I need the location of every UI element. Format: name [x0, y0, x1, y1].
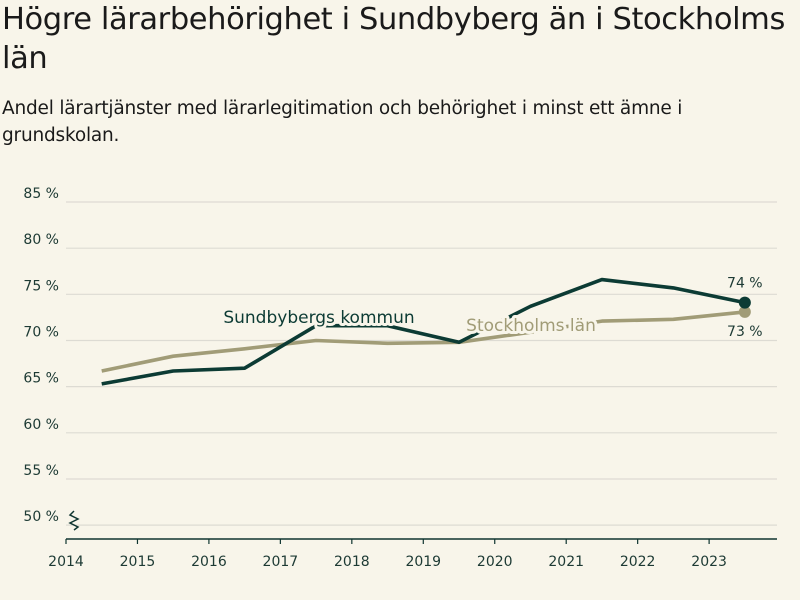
- end-label-sundbyberg: 74 %: [727, 276, 763, 292]
- axis-break-icon: [68, 510, 80, 531]
- series-label-sundbyberg: Sundbybergs kommun: [223, 308, 414, 328]
- series-label-sundbyberg-halo: Sundbybergs kommun: [223, 308, 414, 328]
- y-tick-label-75: 75 %: [23, 278, 59, 294]
- series-label-stockholm-halo: Stockholms län: [466, 316, 596, 336]
- endpoint-sundbyberg: [738, 296, 751, 309]
- series-line-stockholm: [101, 310, 745, 373]
- y-tick-label-70: 70 %: [23, 324, 59, 340]
- series-lines: [101, 277, 751, 386]
- series-line-sundbyberg: [101, 277, 746, 386]
- gridlines: [66, 201, 777, 526]
- end-label-stockholm: 73 %: [727, 324, 763, 340]
- x-tick-label-2021: 2021: [548, 554, 584, 570]
- x-tick-label-2022: 2022: [620, 554, 656, 570]
- y-tick-label-60: 60 %: [23, 417, 59, 433]
- x-tick-label-2023: 2023: [691, 554, 727, 570]
- x-tick-label-2020: 2020: [477, 554, 513, 570]
- y-tick-label-80: 80 %: [23, 232, 59, 248]
- x-tick-label-2017: 2017: [263, 554, 299, 570]
- y-tick-label-55: 55 %: [23, 463, 59, 479]
- x-tick-label-2018: 2018: [334, 554, 370, 570]
- chart-subtitle: Andel lärartjänster med lärarlegitimatio…: [2, 98, 683, 146]
- x-tick-label-2016: 2016: [191, 554, 227, 570]
- series-label-stockholm: Stockholms län: [466, 316, 596, 336]
- axes: 50 % 55 % 60 % 65 % 70 % 75 % 80 % 85 % 2014 2015…: [23, 186, 777, 570]
- x-tick-label-2014: 2014: [48, 554, 84, 570]
- chart-title: Högre lärarbehörighet i Sundbyberg än i …: [2, 2, 785, 76]
- endpoint-stockholm: [738, 305, 751, 318]
- x-tick-label-2015: 2015: [120, 554, 156, 570]
- y-tick-label-50: 50 %: [23, 509, 59, 525]
- x-tick-label-2019: 2019: [405, 554, 441, 570]
- y-tick-label-65: 65 %: [23, 371, 59, 387]
- y-tick-label-85: 85 %: [23, 186, 59, 202]
